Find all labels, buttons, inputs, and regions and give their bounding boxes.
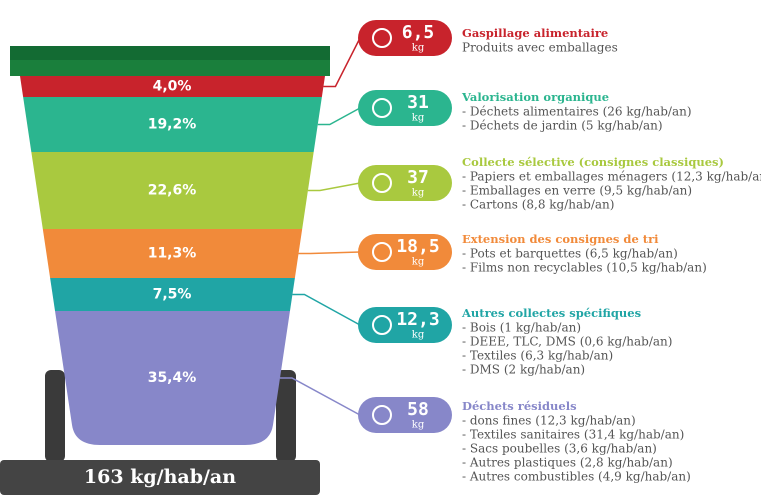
layer-percent: 11,3%	[148, 246, 197, 262]
group-item: Produits avec emballages	[462, 41, 618, 55]
bin-lid-top	[10, 46, 330, 60]
badge-amount: 58	[407, 399, 429, 420]
badge-unit: kg	[412, 330, 425, 341]
group-item: - Bois (1 kg/hab/an)	[462, 321, 581, 335]
group-title: Déchets résiduels	[462, 399, 577, 413]
group-item: - Déchets alimentaires (26 kg/hab/an)	[462, 105, 692, 119]
group-item: - Autres plastiques (2,8 kg/hab/an)	[462, 456, 673, 470]
badge-amount: 12,3	[396, 309, 439, 330]
badge-unit: kg	[412, 188, 425, 199]
badge-unit: kg	[412, 420, 425, 431]
badge-unit: kg	[412, 43, 425, 54]
connector	[292, 295, 360, 326]
layer-percent: 4,0%	[153, 79, 192, 95]
group-item: - Sacs poubelles (3,6 kg/hab/an)	[462, 442, 657, 456]
badge-amount: 6,5	[402, 22, 435, 43]
layer-percent: 35,4%	[148, 370, 197, 386]
badge-amount: 37	[407, 167, 429, 188]
layer-percent: 19,2%	[148, 117, 197, 133]
group-title: Extension des consignes de tri	[462, 232, 659, 246]
group-item: - Films non recyclables (10,5 kg/hab/an)	[462, 261, 707, 275]
group-item: - dons fines (12,3 kg/hab/an)	[462, 414, 636, 428]
group-item: - DEEE, TLC, DMS (0,6 kg/hab/an)	[462, 335, 672, 349]
group-item: - Pots et barquettes (6,5 kg/hab/an)	[462, 247, 678, 261]
group-title: Collecte sélective (consignes classiques…	[462, 155, 724, 169]
group-item: - Cartons (8,8 kg/hab/an)	[462, 198, 614, 212]
total: 163 kg/hab/an	[84, 466, 236, 488]
badge-unit: kg	[412, 257, 425, 268]
badge-amount: 18,5	[396, 236, 439, 257]
group-title: Autres collectes spécifiques	[461, 306, 641, 320]
group-item: - Papiers et emballages ménagers (12,3 k…	[462, 170, 761, 184]
group-item: - Textiles (6,3 kg/hab/an)	[462, 349, 613, 363]
badge-amount: 31	[407, 92, 429, 113]
connector	[318, 108, 360, 125]
layer-percent: 22,6%	[148, 183, 197, 199]
bin-wheel-left	[45, 370, 65, 462]
connector	[308, 183, 360, 191]
group-title: Valorisation organique	[461, 90, 609, 104]
group-item: - Autres combustibles (4,9 kg/hab/an)	[462, 470, 691, 484]
group-item: - Déchets de jardin (5 kg/hab/an)	[462, 119, 663, 133]
group-item: - Textiles sanitaires (31,4 kg/hab/an)	[462, 428, 684, 442]
group-item: - Emballages en verre (9,5 kg/hab/an)	[462, 184, 692, 198]
group-item: - DMS (2 kg/hab/an)	[462, 363, 585, 377]
connector	[299, 252, 360, 254]
infographic: 4,0%19,2%22,6%11,3%7,5%35,4% 6,5kgGaspil…	[0, 0, 761, 495]
layer-percent: 7,5%	[153, 287, 192, 303]
group-title: Gaspillage alimentaire	[462, 26, 608, 40]
badge-unit: kg	[412, 113, 425, 124]
